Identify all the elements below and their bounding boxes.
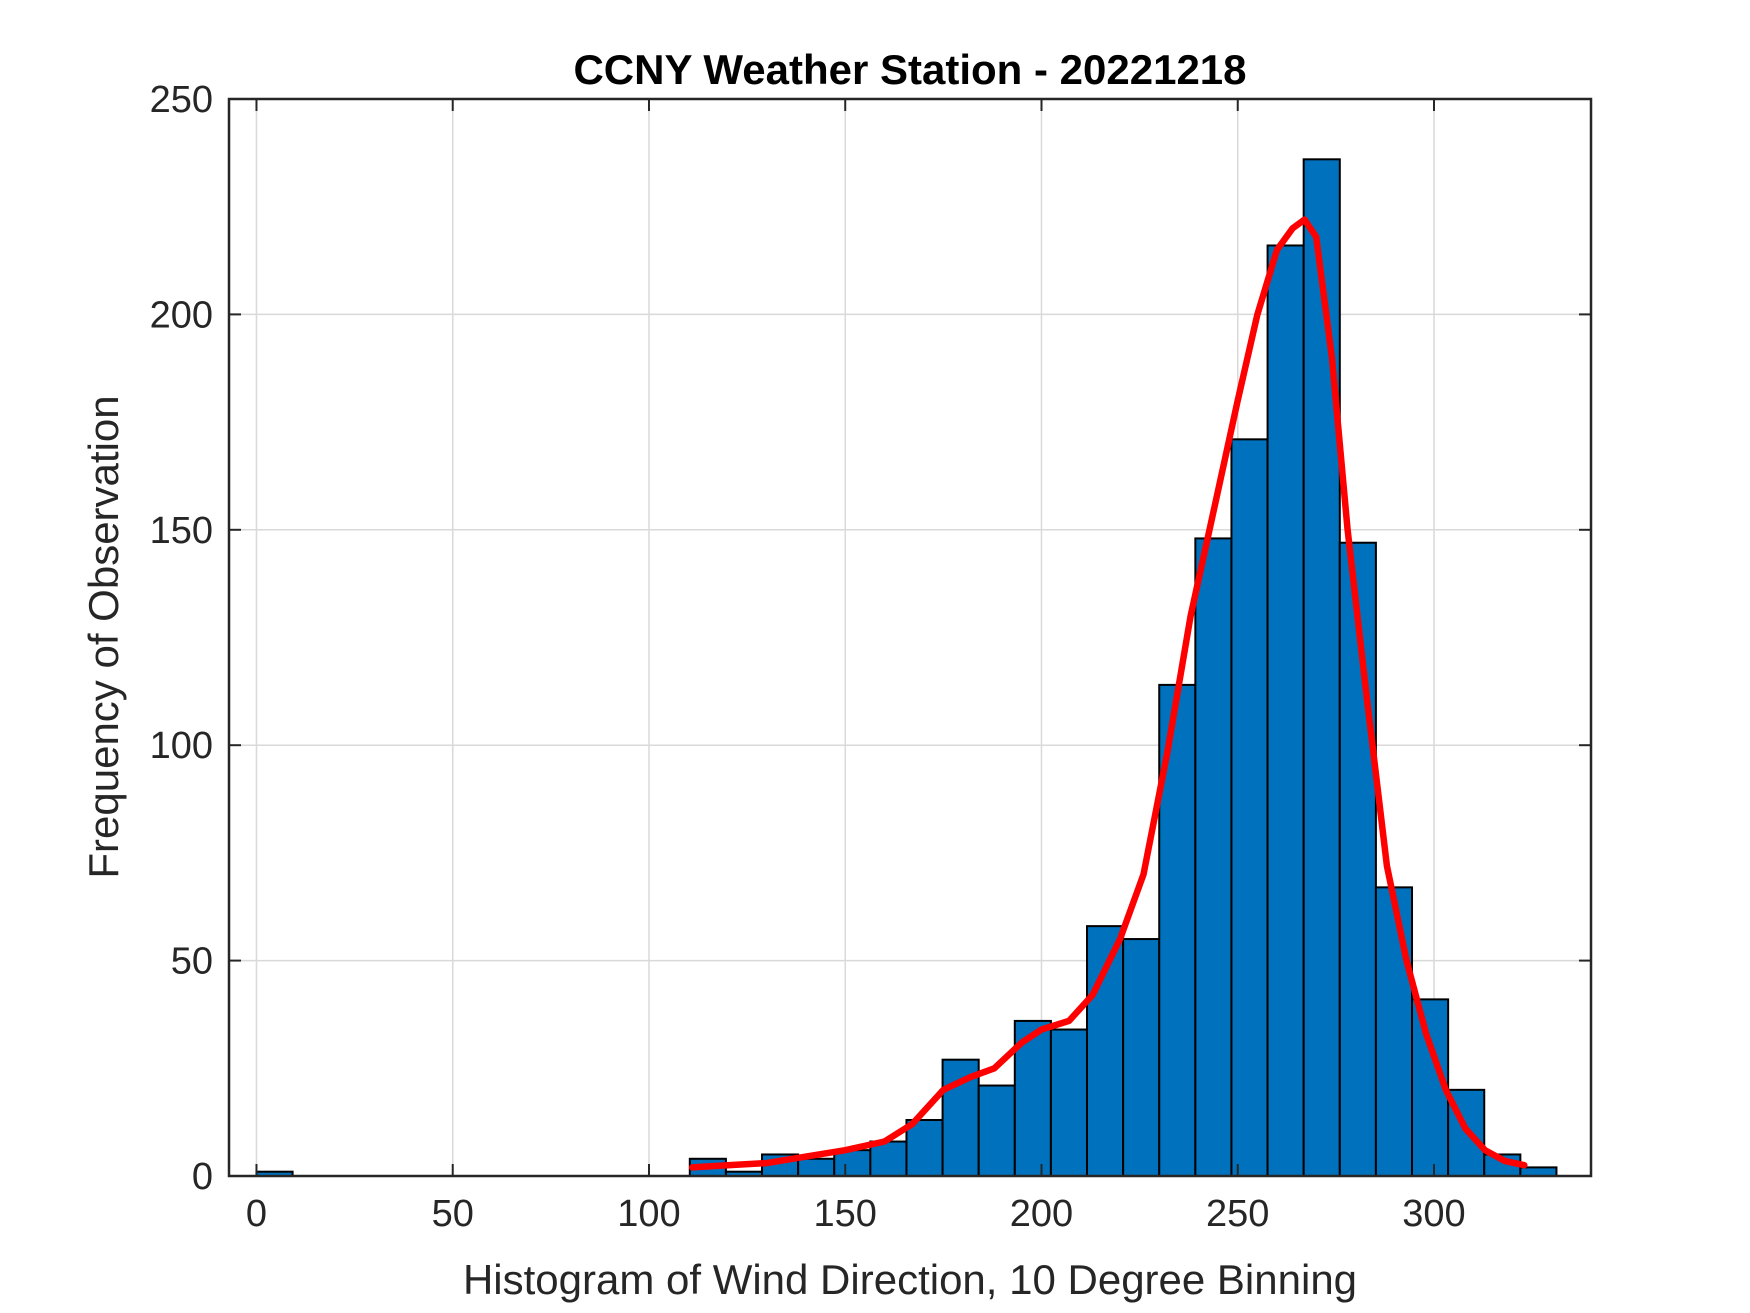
x-tick-label: 100 (617, 1193, 680, 1235)
y-tick-label: 50 (171, 941, 213, 983)
axes-box (227, 97, 1593, 1178)
axis-ticks: 0 50 100 150 200 250 300 0 50 100 150 200 250 (150, 79, 1591, 1235)
histogram-bar (977, 1084, 1016, 1177)
histogram-bar (1374, 886, 1414, 1177)
histogram-bar (1302, 158, 1341, 1177)
histogram-bar (1230, 438, 1269, 1178)
histogram-bar (1266, 244, 1305, 1178)
fit-curve-layer (688, 216, 1528, 1171)
histogram-bar (1049, 1028, 1089, 1177)
y-tick-label: 150 (150, 510, 213, 552)
x-axis-label: Histogram of Wind Direction, 10 Degree B… (463, 1256, 1357, 1303)
chart-title: CCNY Weather Station - 20221218 (573, 46, 1246, 93)
y-tick-label: 250 (150, 79, 213, 121)
histogram-bar (1194, 537, 1233, 1177)
y-tick-label: 0 (192, 1156, 213, 1198)
x-tick-label: 0 (246, 1193, 267, 1235)
fit-curve-line (688, 216, 1528, 1171)
x-tick-label: 150 (814, 1193, 877, 1235)
x-tick-label: 50 (432, 1193, 474, 1235)
histogram-bar (1519, 1166, 1558, 1178)
y-tick-label: 200 (150, 294, 213, 336)
x-tick-label: 250 (1206, 1193, 1269, 1235)
histogram-bar (905, 1118, 944, 1177)
x-tick-label: 300 (1402, 1193, 1465, 1235)
histogram-bar (797, 1157, 836, 1177)
y-tick-label: 100 (150, 725, 213, 767)
y-axis-label: Frequency of Observation (80, 395, 127, 878)
x-tick-label: 200 (1010, 1193, 1073, 1235)
histogram-bar (1122, 938, 1161, 1177)
